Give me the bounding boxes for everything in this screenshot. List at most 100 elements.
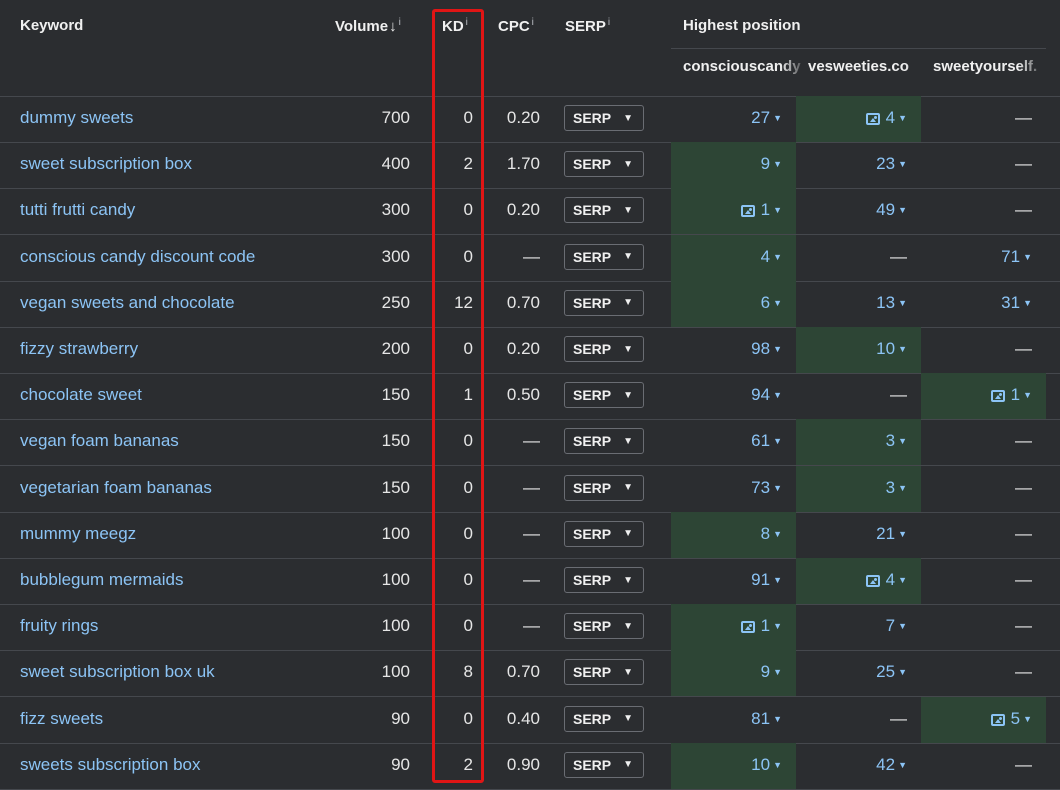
position-cell: 10 ▼ [671,742,796,789]
fade-overlay [780,58,808,88]
serp-button[interactable]: SERP ▼ [564,659,644,686]
serp-button[interactable]: SERP ▼ [564,105,644,131]
serp-button[interactable]: SERP ▼ [564,474,644,501]
position-value[interactable]: 27 ▼ [751,108,782,128]
no-position-dash: — [890,385,907,405]
serp-button[interactable]: SERP ▼ [564,567,644,593]
position-cell: — [921,512,1046,558]
serp-button[interactable]: SERP ▼ [564,289,644,316]
volume-value: 400 [381,154,410,174]
volume-value: 100 [381,662,410,682]
position-value[interactable]: 1 ▼ [740,200,782,220]
table-row: 9 ▼ 23 ▼ — sweet subscription box 400 2 1.70 SERP… [0,142,1060,190]
position-value[interactable]: 7 ▼ [886,616,907,636]
keyword-link[interactable]: sweet subscription box uk [20,662,215,682]
serp-button[interactable]: SERP ▼ [564,428,644,455]
position-value[interactable]: 10 ▼ [876,339,907,359]
position-value[interactable]: 49 ▼ [876,200,907,220]
keyword-link[interactable]: chocolate sweet [20,385,142,405]
keyword-link[interactable]: vegan foam bananas [20,431,179,451]
site-label: sweetyourself. [933,58,1038,75]
position-value[interactable]: 5 ▼ [990,709,1032,729]
position-value[interactable]: 8 ▼ [761,524,782,544]
keyword-link[interactable]: fizz sweets [20,708,104,728]
position-number: 21 [876,523,896,543]
col-keyword-header[interactable]: Keyword [20,17,83,34]
col-cpc-header[interactable]: CPC i [498,17,534,35]
position-value[interactable]: 9 ▼ [761,154,782,174]
keyword-link[interactable]: sweet subscription box [20,154,192,174]
serp-button[interactable]: SERP ▼ [564,336,644,362]
cpc-value: 0.20 [506,108,540,127]
position-value[interactable]: 1 ▼ [990,385,1032,405]
position-value[interactable]: 42 ▼ [876,755,907,775]
serp-button[interactable]: SERP ▼ [564,705,644,732]
serp-button[interactable]: SERP ▼ [564,520,644,547]
position-value[interactable]: 4 ▼ [761,247,782,267]
keyword-link[interactable]: vegan sweets and chocolate [20,292,235,312]
serp-button[interactable]: SERP ▼ [564,613,644,640]
keyword-link[interactable]: mummy meegz [20,523,137,543]
position-cell: 10 ▼ [796,327,921,373]
site-header-sweetyourself[interactable]: sweetyourself. [933,58,1046,88]
col-kd-header[interactable]: KD i [442,17,468,35]
position-value[interactable]: 71 ▼ [1001,247,1032,267]
position-value[interactable]: 21 ▼ [876,524,907,544]
position-value[interactable]: 94 ▼ [751,385,782,405]
position-value[interactable]: 3 ▼ [886,431,907,451]
serp-button[interactable]: SERP ▼ [564,751,644,778]
col-serp-label: SERP [565,18,606,35]
position-cell: 1 ▼ [671,604,796,651]
position-value[interactable]: 31 ▼ [1001,293,1032,313]
position-value[interactable]: 3 ▼ [886,478,907,498]
table-row: 1 ▼ 49 ▼ — tutti frutti candy 300 0 0.20 SERP ▼ [0,188,1060,236]
keyword-link[interactable]: dummy sweets [20,108,134,127]
keyword-link[interactable]: fruity rings [20,616,99,636]
info-icon[interactable]: i [531,17,534,28]
col-volume-header[interactable]: Volume↓ i [335,17,401,35]
table-row: 1 ▼ 7 ▼ — fruity rings 100 0— SERP ▼ [0,604,1060,652]
site-header-vesweeties[interactable]: vesweeties.co [808,58,933,88]
position-value[interactable]: 9 ▼ [761,662,782,682]
info-icon[interactable]: i [607,17,611,28]
col-serp-header[interactable]: SERP i [565,17,610,35]
keyword-link[interactable]: vegetarian foam bananas [20,477,212,497]
position-value[interactable]: 13 ▼ [876,293,907,313]
keyword-link[interactable]: fizzy strawberry [20,339,139,358]
volume-value: 90 [391,708,410,728]
no-position-dash: — [1015,200,1032,220]
position-cell: 42 ▼ [796,743,921,789]
info-icon[interactable]: i [465,17,468,28]
position-number: 9 [760,662,771,682]
position-value[interactable]: 4 ▼ [865,570,907,590]
chevron-down-icon: ▼ [898,344,907,354]
position-value[interactable]: 98 ▼ [751,339,782,359]
no-position-dash: — [890,708,907,728]
serp-button[interactable]: SERP ▼ [564,197,644,224]
keyword-link[interactable]: conscious candy discount code [20,246,256,266]
position-value[interactable]: 1 ▼ [740,616,782,636]
position-value[interactable]: 25 ▼ [876,662,907,682]
info-icon[interactable]: i [398,17,401,28]
chevron-down-icon: ▼ [773,621,782,632]
position-value[interactable]: 81 ▼ [751,709,782,729]
serp-button-label: SERP [573,387,612,404]
position-value[interactable]: 10 ▼ [751,755,782,775]
position-value[interactable]: 23 ▼ [876,154,907,174]
serp-button[interactable]: SERP ▼ [564,243,644,270]
keyword-link[interactable]: bubblegum mermaids [20,570,184,589]
position-value[interactable]: 73 ▼ [751,478,782,498]
position-value[interactable]: 91 ▼ [751,570,782,590]
position-number: 3 [885,477,896,497]
serp-button[interactable]: SERP ▼ [564,382,644,409]
serp-button[interactable]: SERP ▼ [564,151,644,178]
chevron-down-icon: ▼ [898,667,907,678]
position-value[interactable]: 6 ▼ [761,293,782,313]
chevron-down-icon: ▼ [773,251,782,262]
site-header-consciouscandy[interactable]: consciouscandy [683,58,808,88]
position-value[interactable]: 4 ▼ [865,108,907,128]
no-position-dash: — [1015,108,1032,127]
keyword-link[interactable]: tutti frutti candy [20,200,136,220]
keyword-link[interactable]: sweets subscription box [20,754,201,774]
position-value[interactable]: 61 ▼ [751,431,782,451]
